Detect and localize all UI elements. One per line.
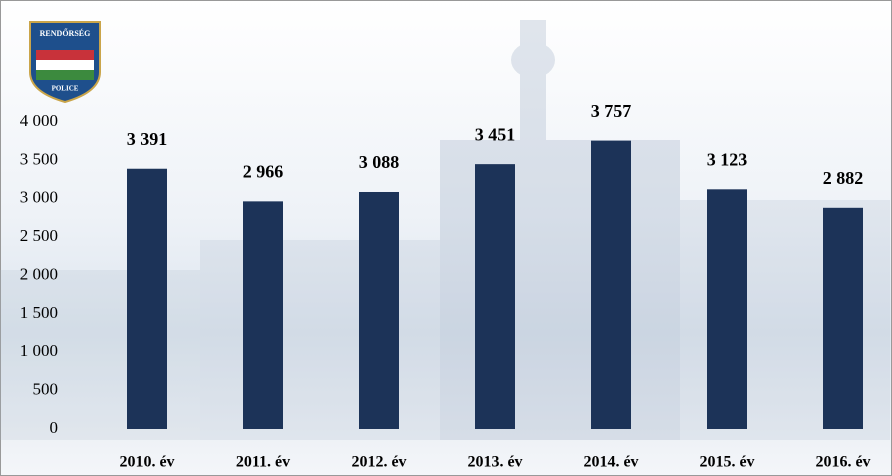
x-tick-label: 2012. év (351, 454, 406, 471)
y-tick-label: 3 500 (20, 149, 58, 168)
data-label: 3 451 (475, 124, 516, 144)
bar (243, 201, 283, 429)
y-tick-label: 2 500 (20, 226, 58, 245)
y-tick-label: 1 500 (20, 303, 58, 322)
y-tick-label: 3 000 (20, 188, 58, 207)
x-tick-label: 2010. év (119, 454, 174, 471)
bar (591, 140, 631, 429)
logo: RENDŐRSÉG POLICE (29, 21, 101, 104)
logo-text: POLICE (52, 85, 79, 93)
bar (823, 207, 863, 429)
y-tick-label: 500 (33, 380, 59, 399)
data-label: 3 391 (127, 129, 168, 149)
x-tick-label: 2013. év (467, 454, 522, 471)
x-tick-label: 2016. év (815, 454, 870, 471)
y-tick-label: 2 000 (20, 264, 58, 283)
y-tick-label: 1 000 (20, 341, 58, 360)
bar (707, 189, 747, 429)
bar (475, 164, 515, 430)
data-label: 3 123 (707, 149, 748, 169)
data-label: 3 088 (359, 152, 400, 172)
x-tick-label: 2011. év (236, 454, 290, 471)
x-tick-label: 2015. év (699, 454, 754, 471)
data-label: 2 966 (243, 161, 284, 181)
data-label: 2 882 (823, 168, 864, 188)
x-tick-label: 2014. év (583, 454, 638, 471)
bar (127, 168, 167, 429)
y-tick-label: 4 000 (20, 111, 58, 130)
data-label: 3 757 (591, 101, 632, 121)
y-tick-label: 0 (50, 418, 59, 437)
bar (359, 191, 399, 429)
logo-text: RENDŐRSÉG (40, 28, 91, 38)
